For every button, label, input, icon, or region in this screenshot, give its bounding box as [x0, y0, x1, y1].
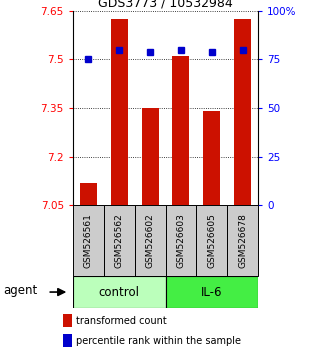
- Bar: [166, 205, 196, 276]
- Bar: [142, 108, 159, 205]
- Text: GSM526603: GSM526603: [176, 213, 185, 268]
- Bar: [63, 314, 71, 327]
- Bar: [135, 205, 166, 276]
- Bar: [80, 183, 97, 205]
- Bar: [166, 276, 258, 308]
- Text: GSM526605: GSM526605: [207, 213, 216, 268]
- Bar: [104, 205, 135, 276]
- Text: IL-6: IL-6: [201, 286, 222, 298]
- Text: transformed count: transformed count: [76, 316, 167, 326]
- Bar: [172, 56, 189, 205]
- Text: GSM526678: GSM526678: [238, 213, 247, 268]
- Text: agent: agent: [4, 284, 38, 297]
- Text: GSM526561: GSM526561: [84, 213, 93, 268]
- Bar: [73, 205, 104, 276]
- Title: GDS3773 / 10532984: GDS3773 / 10532984: [98, 0, 233, 10]
- Bar: [234, 19, 251, 205]
- Bar: [73, 276, 166, 308]
- Bar: [227, 205, 258, 276]
- Bar: [111, 19, 128, 205]
- Bar: [196, 205, 227, 276]
- Text: GSM526562: GSM526562: [115, 213, 124, 268]
- Bar: [203, 111, 220, 205]
- Text: control: control: [99, 286, 140, 298]
- Bar: [63, 334, 71, 347]
- Text: GSM526602: GSM526602: [146, 213, 155, 268]
- Text: percentile rank within the sample: percentile rank within the sample: [76, 336, 241, 346]
